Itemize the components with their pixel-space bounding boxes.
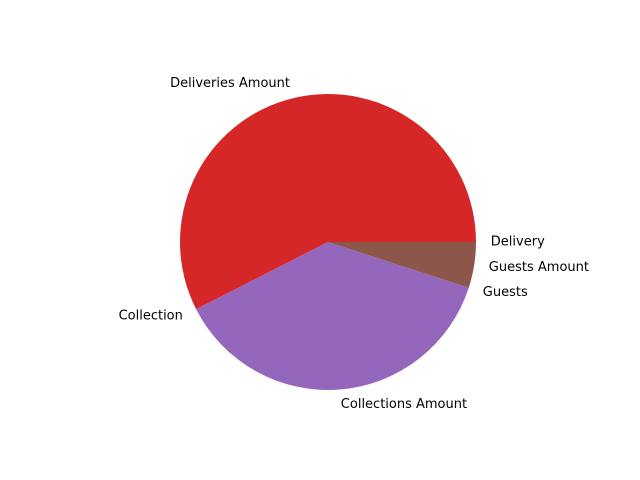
pie-slice-guests-amount [328,242,476,288]
slice-label-delivery: Delivery [491,235,545,250]
slices-layer [179,94,476,391]
slice-label-collections-amount: Collections Amount [341,397,467,412]
pie-slice-collections-amount [196,242,469,391]
slice-label-collection: Collection [119,308,183,323]
labels-layer: Delivery Deliveries Amount Collection Colle… [119,76,589,412]
slice-label-deliveries-amount: Deliveries Amount [170,76,290,91]
slice-label-guests: Guests [483,285,528,300]
pie-slice-deliveries-amount [179,94,476,310]
slice-label-guests-amount: Guests Amount [489,260,589,275]
